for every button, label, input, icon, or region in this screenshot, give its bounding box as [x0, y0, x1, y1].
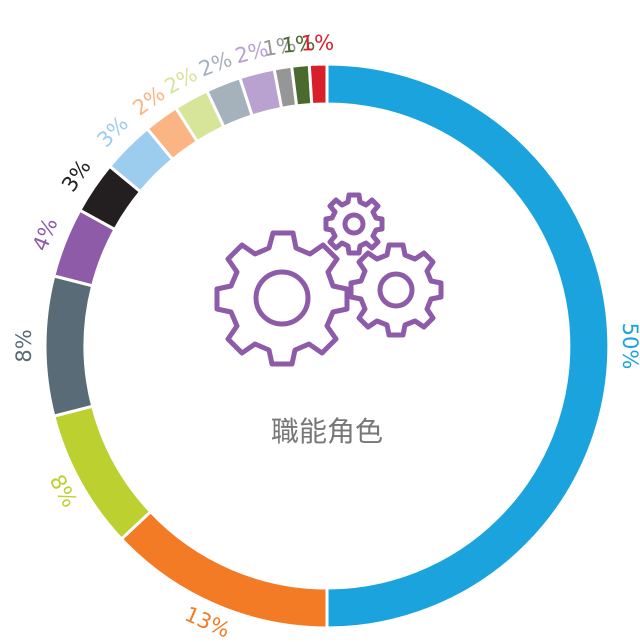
value-label: 3%	[57, 155, 96, 196]
chart-title: 職能角色	[271, 415, 383, 448]
gear-icon	[214, 192, 444, 367]
donut-segment	[43, 274, 95, 418]
value-label: 8%	[12, 329, 36, 362]
donut-segment	[307, 62, 329, 107]
value-label: 2%	[196, 47, 236, 82]
value-label: 2%	[161, 62, 202, 99]
value-label: 1%	[261, 32, 298, 61]
donut-segment	[325, 62, 611, 630]
value-label: 2%	[128, 81, 169, 120]
donut-segment	[119, 509, 329, 630]
value-label: 50%	[618, 323, 640, 370]
value-label: 1%	[281, 31, 316, 58]
donut-segment	[52, 404, 153, 542]
value-label: 4%	[28, 215, 63, 255]
value-label: 1%	[300, 31, 334, 56]
